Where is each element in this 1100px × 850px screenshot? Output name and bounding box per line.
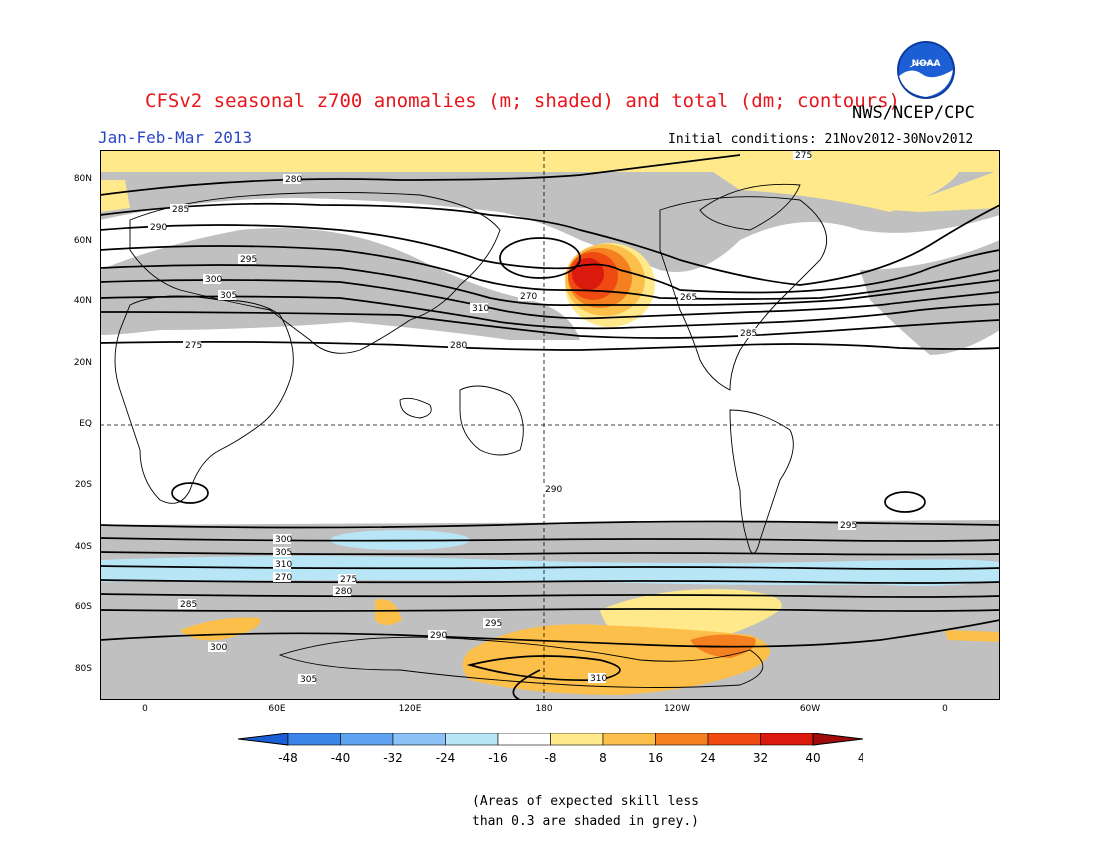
lat-tick-label: EQ: [79, 419, 92, 429]
colorbar-upper-arrow: [812, 733, 863, 746]
lat-axis: 80N 60N 40N 20N EQ 20S 40S 60S 80S: [60, 150, 96, 700]
lon-tick-label: 180: [535, 704, 553, 714]
contour-label: 300: [210, 643, 227, 653]
skill-note-line2: than 0.3 are shaded in grey.): [472, 814, 699, 829]
colorbar-swatch: [707, 733, 761, 746]
contour-label: 305: [275, 548, 292, 558]
contour-label-layer: 275 280 285 290 295 300 305 310 270 265 275 280 285 2…: [148, 150, 857, 685]
contour-label: 300: [205, 275, 222, 285]
colorbar-tick-label: -32: [383, 751, 403, 765]
contour-label: 290: [430, 631, 447, 641]
lat-tick-label: 80S: [74, 664, 92, 674]
forecast-period: Jan-Feb-Mar 2013: [98, 128, 253, 147]
skill-note: (Areas of expected skill less than 0.3 a…: [472, 792, 699, 832]
contour-label: 285: [180, 600, 197, 610]
colorbar-swatch: [655, 733, 709, 746]
contour-label: 285: [172, 205, 189, 215]
contour-label: 265: [680, 293, 697, 303]
colorbar-tick-label: 32: [753, 751, 768, 765]
colorbar-swatch: [340, 733, 394, 746]
lon-tick-label: 0: [942, 704, 948, 714]
contour-label: 285: [740, 329, 757, 339]
contour-label: 295: [840, 521, 857, 531]
colorbar-tick-label: 24: [700, 751, 715, 765]
contour-label: 295: [240, 255, 257, 265]
lat-tick-label: 60S: [74, 602, 92, 612]
contour-label: 280: [335, 587, 352, 597]
contour-label: 295: [485, 619, 502, 629]
colorbar-swatch: [497, 733, 551, 746]
colorbar-swatch: [392, 733, 446, 746]
colorbar-tick-label: -40: [331, 751, 351, 765]
contour-label: 280: [285, 175, 302, 185]
lat-tick-label: 80N: [73, 174, 92, 184]
colorbar-swatch: [760, 733, 814, 746]
colorbar-tick-label: -24: [436, 751, 456, 765]
lon-tick-label: 0: [142, 704, 148, 714]
contour-label: 305: [220, 291, 237, 301]
lon-tick-label: 120W: [663, 704, 691, 714]
contour-label: 270: [520, 292, 537, 302]
anomaly-colorbar: -48 -40 -32 -24 -16 -8 8 16 24 32 40 48: [238, 733, 863, 765]
colorbar-tick-label: -16: [488, 751, 508, 765]
colorbar-tick-label: 16: [648, 751, 663, 765]
contour-label: 275: [795, 151, 812, 161]
height-contours: [100, 154, 1000, 700]
svg-text:NOAA: NOAA: [912, 59, 941, 69]
lon-axis: 0 60E 120E 180 120W 60W 0: [100, 704, 1000, 718]
contour-label: 275: [340, 575, 357, 585]
contour-label: 275: [185, 341, 202, 351]
colorbar-tick-label: 48: [858, 751, 863, 765]
z700-anomaly-map: 275 280 285 290 295 300 305 310 270 265 275 280 285 2…: [100, 150, 1000, 700]
colorbar-tick-label: -48: [278, 751, 298, 765]
contour-label: 300: [275, 535, 292, 545]
contour-label: 310: [590, 674, 607, 684]
lat-tick-label: 40N: [73, 296, 92, 306]
colorbar-swatch: [445, 733, 499, 746]
lat-tick-label: 20N: [73, 358, 92, 368]
lon-tick-label: 120E: [398, 704, 422, 714]
colorbar-tick-label: 40: [805, 751, 820, 765]
contour-label: 290: [150, 223, 167, 233]
initial-conditions: Initial conditions: 21Nov2012-30Nov2012: [668, 132, 974, 147]
agency-label: NWS/NCEP/CPC: [852, 103, 975, 123]
lat-tick-label: 60N: [73, 236, 92, 246]
colorbar-swatch: [550, 733, 604, 746]
contour-label: 305: [300, 675, 317, 685]
colorbar-tick-label: 8: [599, 751, 607, 765]
lon-tick-label: 60W: [799, 704, 821, 714]
positive-anomaly-shading: [100, 150, 1000, 695]
contour-label: 310: [275, 560, 292, 570]
noaa-logo-icon: NOAA: [897, 41, 955, 99]
lat-tick-label: 40S: [74, 542, 92, 552]
lon-tick-label: 60E: [268, 704, 286, 714]
colorbar-lower-arrow: [238, 733, 289, 746]
lat-tick-label: 20S: [74, 480, 92, 490]
colorbar-tick-label: -8: [545, 751, 557, 765]
colorbar-swatch: [602, 733, 656, 746]
contour-label: 310: [472, 304, 489, 314]
map-title: CFSv2 seasonal z700 anomalies (m; shaded…: [145, 90, 900, 112]
contour-label: 270: [275, 573, 292, 583]
skill-note-line1: (Areas of expected skill less: [472, 794, 699, 809]
contour-label: 290: [545, 485, 562, 495]
contour-label: 280: [450, 341, 467, 351]
colorbar-swatch: [287, 733, 341, 746]
